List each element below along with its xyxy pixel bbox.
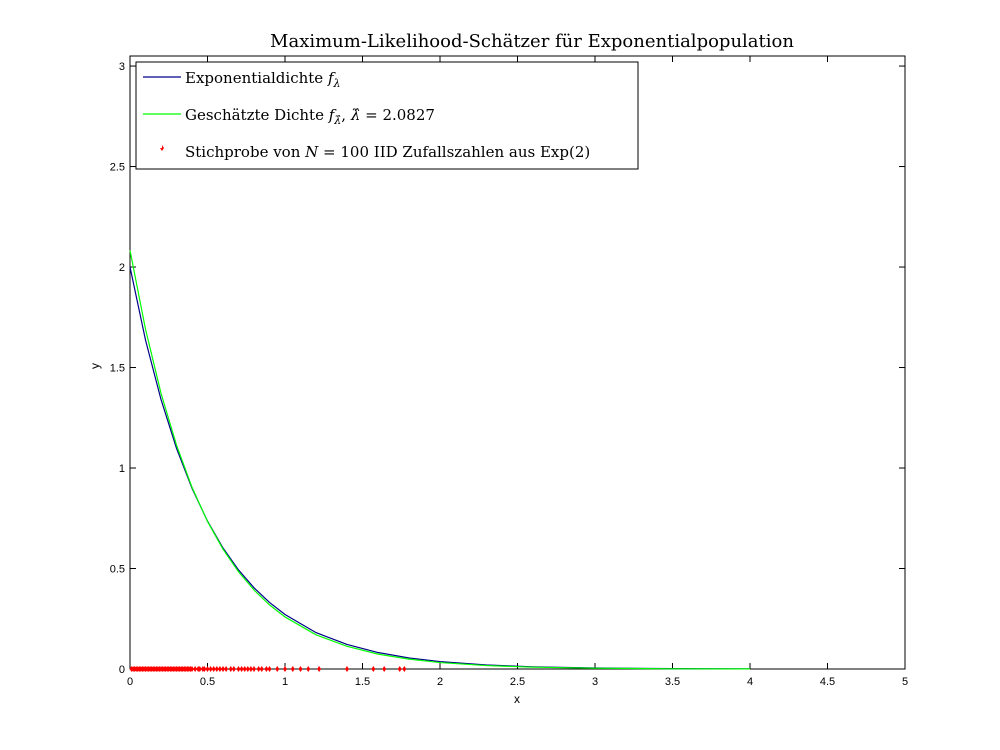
sample-point <box>267 666 272 672</box>
sample-point <box>245 666 250 672</box>
sample-point <box>221 666 225 672</box>
sample-point <box>252 666 256 672</box>
x-tick-label: 2 <box>437 676 443 688</box>
sample-point <box>264 666 269 672</box>
x-tick-label: 0 <box>127 676 133 688</box>
sample-point <box>397 666 402 672</box>
x-tick-label: 4.5 <box>820 676 835 688</box>
series-layer <box>129 250 751 672</box>
x-tick-label: 2.5 <box>510 676 525 688</box>
legend-entry-exponentialdichte: Exponentialdichte fλ <box>185 69 341 90</box>
y-tick-label: 2 <box>119 262 125 274</box>
y-tick-label: 1.5 <box>110 363 125 375</box>
sample-point <box>239 666 244 672</box>
sample-point <box>275 666 280 672</box>
sample-point <box>259 666 264 672</box>
x-tick-label: 1.5 <box>355 676 370 688</box>
sample-point <box>197 666 202 672</box>
legend: Exponentialdichte fλ Geschätzte Dichte f… <box>135 61 639 170</box>
sample-point <box>217 666 222 672</box>
x-tick-label: 0.5 <box>200 676 215 688</box>
sample-point <box>228 666 233 672</box>
sample-point <box>317 666 322 672</box>
y-tick-label: 0 <box>119 664 125 676</box>
legend-frame <box>135 61 639 170</box>
legend-entry-stichprobe: Stichprobe von N = 100 IID Zufallszahlen… <box>185 143 590 161</box>
sample-point <box>283 666 287 672</box>
sample-point <box>298 666 303 672</box>
y-tick-label: 0.5 <box>110 564 125 576</box>
sample-point <box>231 666 236 672</box>
sample-point <box>290 666 295 672</box>
chart-title: Maximum-Likelihood-Schätzer für Exponent… <box>270 31 794 52</box>
sample-point <box>248 666 253 672</box>
x-axis-ticks: 0 0.5 1 1.5 2 2.5 3 3.5 4 4.5 5 <box>127 56 908 688</box>
sample-point <box>256 666 261 672</box>
y-tick-label: 1 <box>119 463 125 475</box>
sample-point <box>193 666 198 672</box>
sample-point <box>208 666 213 672</box>
x-tick-label: 4 <box>747 676 753 688</box>
sample-point <box>214 666 219 672</box>
sample-point <box>190 666 194 672</box>
x-tick-label: 5 <box>902 676 908 688</box>
sample-point <box>205 666 210 672</box>
sample-point <box>236 666 241 672</box>
sample-point <box>306 666 311 672</box>
series-line-geschaetzte-dichte <box>129 250 751 670</box>
y-tick-label: 3 <box>119 61 125 73</box>
legend-marker-stichprobe <box>160 145 164 151</box>
x-axis-label: x <box>514 692 520 706</box>
x-tick-label: 3 <box>592 676 598 688</box>
sample-point <box>224 666 229 672</box>
sample-point <box>402 666 407 672</box>
x-tick-label: 1 <box>282 676 288 688</box>
sample-point <box>345 666 349 672</box>
legend-entry-geschaetzte-dichte: Geschätzte Dichte fλ̂, λ̂ = 2.0827 <box>185 106 435 127</box>
sample-point <box>371 666 376 672</box>
sample-point <box>211 666 216 672</box>
sample-point <box>202 666 207 672</box>
x-tick-label: 3.5 <box>665 676 680 688</box>
sample-point <box>382 666 387 672</box>
y-tick-label: 2.5 <box>110 162 125 174</box>
y-axis-label: y <box>88 363 102 369</box>
y-axis-ticks: 0 0.5 1 1.5 2 2.5 3 <box>110 61 905 676</box>
sample-point <box>242 666 247 672</box>
